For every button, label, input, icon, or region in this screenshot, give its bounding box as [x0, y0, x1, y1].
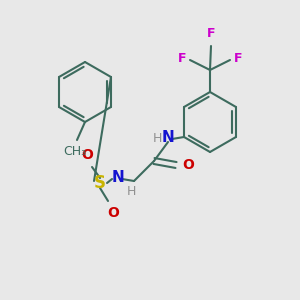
Text: F: F: [207, 27, 215, 40]
Text: H: H: [153, 131, 162, 145]
Text: O: O: [182, 158, 194, 172]
Text: O: O: [81, 148, 93, 162]
Text: N: N: [112, 170, 124, 185]
Text: F: F: [178, 52, 186, 65]
Text: N: N: [162, 130, 174, 146]
Text: CH₃: CH₃: [63, 145, 87, 158]
Text: O: O: [107, 206, 119, 220]
Text: H: H: [127, 185, 136, 198]
Text: F: F: [234, 52, 242, 65]
Text: S: S: [94, 174, 106, 192]
